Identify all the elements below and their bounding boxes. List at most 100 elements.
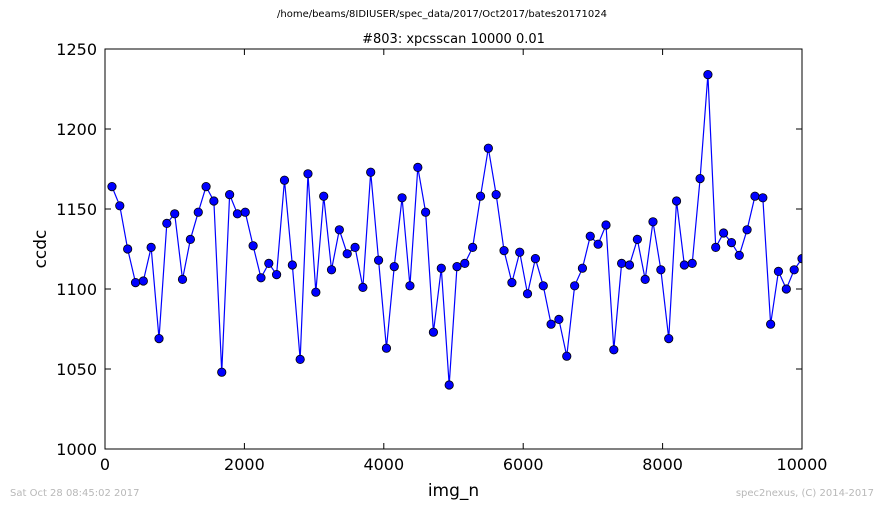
data-point — [734, 250, 744, 260]
data-point — [726, 238, 737, 248]
data-point — [711, 242, 721, 252]
x-tick-label: 8000 — [642, 455, 683, 474]
x-tick-label: 2000 — [224, 455, 265, 474]
data-point — [648, 217, 658, 227]
data-point — [358, 282, 368, 292]
data-point — [585, 231, 595, 241]
data-point — [373, 255, 384, 265]
data-point — [107, 182, 117, 192]
data-point — [475, 191, 486, 201]
data-point — [232, 209, 243, 219]
file-path-header: /home/beams/8IDIUSER/spec_data/2017/Oct2… — [277, 9, 607, 20]
data-point — [240, 207, 250, 217]
data-point — [428, 327, 439, 337]
data-point — [758, 193, 768, 203]
data-point — [209, 196, 219, 206]
x-tick-label: 6000 — [503, 455, 544, 474]
data-point — [507, 277, 517, 288]
data-point — [499, 246, 509, 256]
data-point — [570, 281, 580, 291]
x-tick-label: 10000 — [777, 455, 828, 474]
data-point — [319, 191, 329, 201]
data-point — [436, 263, 446, 273]
data-point — [577, 263, 588, 273]
data-point — [617, 258, 627, 268]
data-point — [703, 70, 713, 80]
chart-title: #803: xpcsscan 10000 0.01 — [362, 32, 545, 47]
data-point — [170, 209, 180, 219]
data-point — [687, 258, 697, 268]
data-point — [146, 242, 156, 252]
data-point — [217, 367, 227, 377]
data-point — [334, 225, 344, 235]
y-tick-label: 1000 — [56, 440, 97, 459]
data-point — [225, 190, 235, 200]
data-point — [742, 225, 752, 235]
data-point — [632, 234, 642, 244]
data-point — [366, 167, 376, 177]
data-point — [154, 333, 164, 344]
data-point — [609, 345, 619, 355]
data-point — [123, 244, 133, 254]
data-point — [421, 207, 431, 217]
y-tick-label: 1250 — [56, 40, 97, 59]
data-point — [287, 260, 297, 270]
data-point — [562, 351, 572, 361]
y-tick-label: 1100 — [56, 280, 97, 299]
data-point — [248, 241, 258, 251]
plot-frame — [104, 48, 803, 450]
footer-timestamp: Sat Oct 28 08:45:02 2017 — [10, 488, 140, 499]
y-tick-label: 1150 — [56, 200, 97, 219]
data-point — [115, 201, 125, 211]
data-point — [546, 319, 556, 329]
data-point — [695, 174, 705, 184]
data-point — [177, 274, 188, 284]
data-point — [679, 260, 689, 270]
data-point — [624, 260, 635, 270]
data-point — [664, 333, 674, 344]
x-axis-label: img_n — [428, 481, 479, 501]
data-point — [766, 319, 776, 329]
y-tick-label: 1200 — [56, 120, 97, 139]
data-point — [381, 343, 392, 353]
data-point — [326, 265, 337, 275]
x-tick-label: 0 — [100, 455, 110, 474]
data-point — [162, 218, 172, 228]
data-point — [781, 284, 791, 294]
data-point — [718, 228, 729, 238]
tick-layer: 0 2000 4000 6000 8000 10000 1000 1050 1100 1150 12… — [56, 40, 827, 474]
data-series — [107, 70, 802, 390]
data-point — [342, 249, 352, 259]
data-point — [538, 281, 548, 291]
data-point — [311, 287, 321, 297]
data-point — [350, 242, 360, 252]
x-tick-label: 4000 — [363, 455, 404, 474]
data-point — [515, 247, 525, 257]
data-point — [389, 261, 399, 272]
data-point — [444, 380, 454, 390]
data-point — [656, 265, 666, 275]
data-point — [491, 190, 501, 200]
data-point — [201, 182, 211, 192]
series-line — [111, 74, 802, 386]
data-point — [303, 169, 313, 179]
data-point — [530, 254, 540, 264]
data-point — [138, 276, 148, 286]
data-point — [452, 261, 462, 272]
data-point — [460, 258, 470, 268]
data-point — [130, 277, 141, 288]
data-point — [256, 273, 266, 283]
y-axis-label: ccdc — [31, 230, 51, 269]
data-point — [483, 143, 493, 153]
data-point — [640, 274, 650, 284]
data-point — [522, 289, 533, 299]
data-point — [405, 281, 415, 291]
footer-credit: spec2nexus, (C) 2014-2017 — [735, 488, 874, 499]
data-point — [750, 191, 760, 201]
data-point — [397, 193, 407, 203]
data-point — [601, 220, 611, 230]
data-point — [789, 265, 799, 275]
data-point — [193, 207, 203, 217]
data-point — [264, 258, 274, 268]
data-point — [468, 242, 478, 252]
